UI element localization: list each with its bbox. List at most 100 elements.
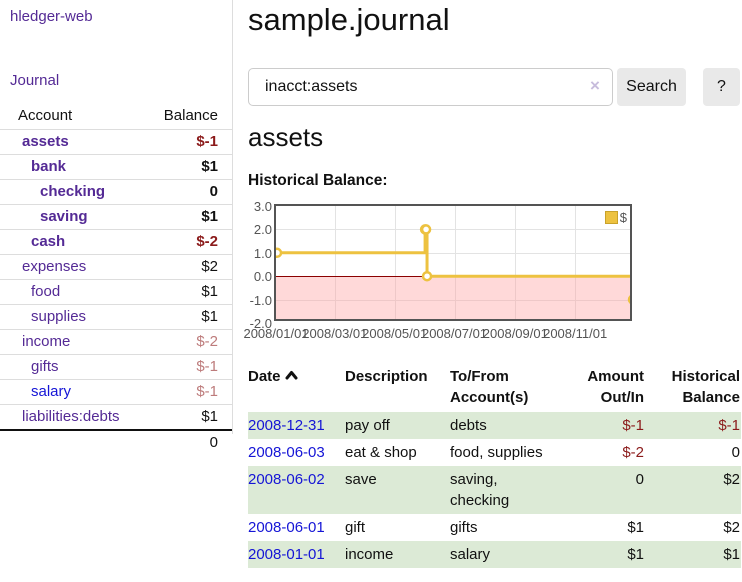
- account-row: bank $1: [0, 154, 232, 180]
- search-input[interactable]: [248, 68, 613, 106]
- chart-y-axis-labels: 3.0 2.0 1.0 0.0 -1.0 -2.0: [248, 199, 272, 331]
- transaction-date-link[interactable]: 2008-06-01: [248, 519, 325, 536]
- search-form: × Search ?: [248, 68, 742, 106]
- clear-search-icon[interactable]: ×: [590, 76, 600, 95]
- account-balance: $1: [201, 408, 218, 425]
- transaction-date-link[interactable]: 2008-06-02: [248, 471, 325, 488]
- app-brand-link[interactable]: hledger-web: [10, 8, 93, 25]
- transaction-accounts: salary: [450, 546, 491, 563]
- accounts-header-row: Account Balance: [0, 103, 232, 130]
- transaction-amount: $1: [627, 519, 644, 536]
- transaction-balance: $2: [723, 519, 740, 536]
- account-row: food $1: [0, 279, 232, 305]
- y-tick-label: 2.0: [253, 222, 272, 238]
- transaction-date-link[interactable]: 2008-06-03: [248, 444, 325, 461]
- transactions-header-row: Date Description To/From Account(s) Amou…: [248, 362, 741, 412]
- account-heading: assets: [248, 122, 324, 152]
- sidebar-account-supplies[interactable]: supplies: [31, 308, 87, 325]
- transaction-balance: 0: [731, 444, 740, 461]
- search-button[interactable]: Search: [617, 68, 686, 106]
- account-balance: $1: [201, 208, 218, 225]
- account-row: expenses $2: [0, 254, 232, 280]
- x-tick-label: 2008/03/01: [302, 326, 368, 341]
- transaction-row: 2008-12-31 pay off debts $-1 $-1: [248, 412, 741, 439]
- sidebar-account-expenses[interactable]: expenses: [22, 258, 87, 275]
- sidebar-account-bank[interactable]: bank: [31, 158, 67, 175]
- data-point-marker: [420, 224, 432, 235]
- accounts-header-account: Account: [18, 107, 73, 124]
- header-balance: Historical Balance: [671, 368, 740, 406]
- transaction-description: eat & shop: [345, 444, 417, 461]
- x-tick-label: 2008/09/01: [482, 326, 548, 341]
- grid-line: [276, 299, 630, 301]
- grid-line: [454, 206, 456, 319]
- transaction-description: pay off: [345, 417, 390, 434]
- account-row: income $-2: [0, 329, 232, 355]
- account-balance: $2: [201, 258, 218, 275]
- sidebar-account-salary[interactable]: salary: [31, 383, 72, 400]
- account-balance: $-2: [196, 233, 218, 250]
- grid-line: [575, 206, 577, 319]
- grid-line: [276, 229, 630, 231]
- grid-line: [334, 206, 336, 319]
- account-balance: $1: [201, 283, 218, 300]
- account-row: assets $-1: [0, 129, 232, 155]
- account-row: liabilities:debts $1: [0, 404, 232, 431]
- grid-line: [276, 252, 630, 254]
- transaction-accounts: saving, checking: [450, 471, 510, 509]
- transaction-balance: $2: [723, 471, 740, 488]
- y-tick-label: 0.0: [253, 269, 272, 285]
- account-balance: $-1: [196, 383, 218, 400]
- y-tick-label: 3.0: [253, 199, 272, 214]
- data-point-marker: [421, 270, 433, 282]
- transaction-accounts: gifts: [450, 519, 478, 536]
- header-accounts: To/From Account(s): [450, 368, 529, 406]
- sidebar-account-gifts[interactable]: gifts: [31, 358, 59, 375]
- grid-line: [394, 206, 396, 319]
- y-tick-label: 1.0: [253, 245, 272, 261]
- sidebar-account-cash[interactable]: cash: [31, 233, 66, 250]
- account-balance: $-1: [196, 358, 218, 375]
- accounts-total-row: 0: [0, 430, 232, 455]
- x-tick-label: 2008/05/01: [362, 326, 428, 341]
- grid-line: [515, 206, 517, 319]
- header-description: Description: [345, 368, 428, 385]
- account-balance: $1: [201, 308, 218, 325]
- transaction-accounts: debts: [450, 417, 487, 434]
- account-balance: $-1: [196, 133, 218, 150]
- transaction-description: income: [345, 546, 394, 563]
- account-row: salary $-1: [0, 379, 232, 405]
- sidebar-account-food[interactable]: food: [31, 283, 61, 300]
- chart-x-axis-labels: 2008/01/01 2008/03/01 2008/05/01 2008/07/01…: [243, 326, 634, 342]
- transactions-table: Date Description To/From Account(s) Amou…: [248, 362, 741, 568]
- account-balance: $-2: [196, 333, 218, 350]
- sidebar-account-liabilities-debts[interactable]: liabilities:debts: [22, 408, 120, 425]
- transaction-date-link[interactable]: 2008-01-01: [248, 546, 325, 563]
- account-row: checking 0: [0, 179, 232, 205]
- transaction-amount: $-2: [622, 444, 644, 461]
- page-title: sample.journal: [248, 2, 450, 37]
- header-date[interactable]: Date: [248, 362, 345, 412]
- transaction-amount: $-1: [622, 417, 644, 434]
- legend-label: $: [619, 210, 627, 225]
- accounts-total-value: 0: [209, 434, 218, 451]
- sidebar-account-assets[interactable]: assets: [22, 133, 69, 150]
- sidebar: hledger-web Journal Account Balance asse…: [0, 0, 233, 451]
- account-row: saving $1: [0, 204, 232, 230]
- sidebar-account-income[interactable]: income: [22, 333, 71, 350]
- x-tick-label: 2008/07/01: [421, 326, 488, 341]
- transaction-balance: $-1: [718, 417, 740, 434]
- transaction-row: 2008-06-02 save saving, checking 0 $2: [248, 466, 741, 514]
- transaction-date-link[interactable]: 2008-12-31: [248, 417, 325, 434]
- data-point-marker: [276, 247, 283, 259]
- chart-heading: Historical Balance:: [248, 172, 388, 189]
- transaction-row: 2008-01-01 income salary $1 $1: [248, 541, 741, 568]
- balance-line-series: [276, 224, 630, 304]
- help-button[interactable]: ?: [703, 68, 740, 106]
- transaction-row: 2008-06-03 eat & shop food, supplies $-2…: [248, 439, 741, 466]
- transaction-description: gift: [345, 519, 366, 536]
- sidebar-account-checking[interactable]: checking: [40, 183, 106, 200]
- accounts-header-balance: Balance: [163, 107, 218, 124]
- sidebar-account-saving[interactable]: saving: [40, 208, 88, 225]
- nav-journal-link[interactable]: Journal: [10, 72, 60, 89]
